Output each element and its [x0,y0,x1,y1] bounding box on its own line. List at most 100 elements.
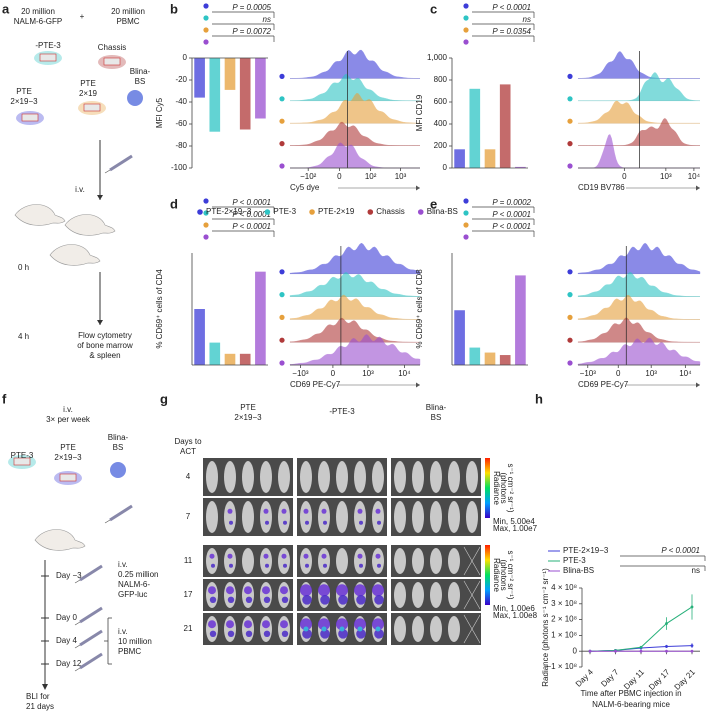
group-dot [203,3,209,9]
signal [338,629,348,639]
legend-marker [417,209,424,215]
signal [302,629,312,639]
signal [280,620,288,629]
y-axis-label: MFI Cy5 [155,97,164,128]
y-tick-label: 3 × 10⁸ [551,599,577,608]
p-value: P < 0.0001 [661,546,700,555]
y-tick-label: 1,000 [427,53,448,62]
drug-icon [13,457,31,466]
arrow-head [696,185,700,191]
group-dot [203,198,209,204]
label: BLI for [26,692,50,701]
signal [323,520,327,525]
mouse-image [372,501,384,533]
bar [255,58,266,119]
p-value: P < 0.0001 [492,222,531,231]
row-dot [279,337,285,343]
drug-icon [103,57,121,66]
mouse-image [278,548,290,574]
signal [229,520,233,525]
signal [356,595,366,605]
row-dot [279,96,285,102]
point [639,649,643,653]
row-dot [567,141,573,147]
p-value: P < 0.0001 [492,210,531,219]
mouse-image [242,582,254,608]
mouse-image [336,548,348,574]
label: 21 [184,624,193,633]
arrow-head [696,382,700,388]
label: i.v. [118,627,128,636]
mouse-image [278,616,290,642]
label: PTE [60,443,76,452]
label: (photons [499,559,508,590]
label: PTE [240,403,256,412]
label: Blina- [130,67,151,76]
group-dot [203,210,209,216]
y-tick-label: 2 × 10⁸ [551,615,577,624]
x-tick-label: −10³ [580,369,597,378]
x-tick-label: 10³ [395,172,407,181]
mouse-image [224,616,236,642]
signal [372,584,384,597]
signal [359,520,363,525]
x-tick-label: 0 [331,369,336,378]
label: Day −3 [56,571,82,580]
row-dot [567,163,573,169]
histogram [289,93,421,124]
signal [281,630,289,637]
label: 2×19 [79,89,98,98]
signal [227,630,235,637]
label: Min, 1.00e6 [493,604,535,613]
signal [226,586,234,595]
drug-icon [59,473,77,482]
label: Min, 5.00e4 [493,517,535,526]
mouse-image [430,461,442,493]
signal [229,563,233,568]
legend-label: PTE-3 [273,207,296,216]
signal [245,596,253,603]
bar [209,342,221,365]
p-value: P < 0.0001 [492,3,531,12]
signal [375,553,381,559]
mouse-image [394,548,406,574]
point [690,644,694,648]
label: PTE [80,79,96,88]
mouse-icon [64,214,116,236]
legend-label: Blina-BS [563,566,594,575]
label: Max, 1.00e7 [493,524,538,533]
y-tick-label: -40 [175,97,187,106]
point [665,645,668,648]
mouse-image [224,548,236,574]
label: Day 4 [56,636,77,645]
signal [280,586,288,595]
bar [239,353,251,365]
label: Day 12 [56,659,82,668]
mouse-image [430,616,442,642]
row-dot [567,73,573,79]
label: 4 h [18,332,29,341]
mouse-image [394,616,406,642]
histogram [578,118,701,146]
histogram [578,72,701,101]
histogram [289,294,421,320]
p-value: P = 0.0354 [492,27,531,36]
arrow-head [97,195,103,200]
signal [300,584,312,597]
mouse-image [430,582,442,608]
x-tick-label: 0 [622,172,627,181]
signal [209,630,217,637]
signal [375,508,381,514]
mouse-image [260,461,272,493]
signal [281,508,287,514]
label: BS [135,77,146,86]
label: 2×19−3 [234,413,262,422]
signal [281,596,289,603]
mouse-image [430,548,442,574]
signal [300,618,312,631]
row-dot [567,96,573,102]
point [614,649,617,653]
legend-marker [367,209,374,215]
signal [305,563,309,568]
histogram [289,334,421,366]
